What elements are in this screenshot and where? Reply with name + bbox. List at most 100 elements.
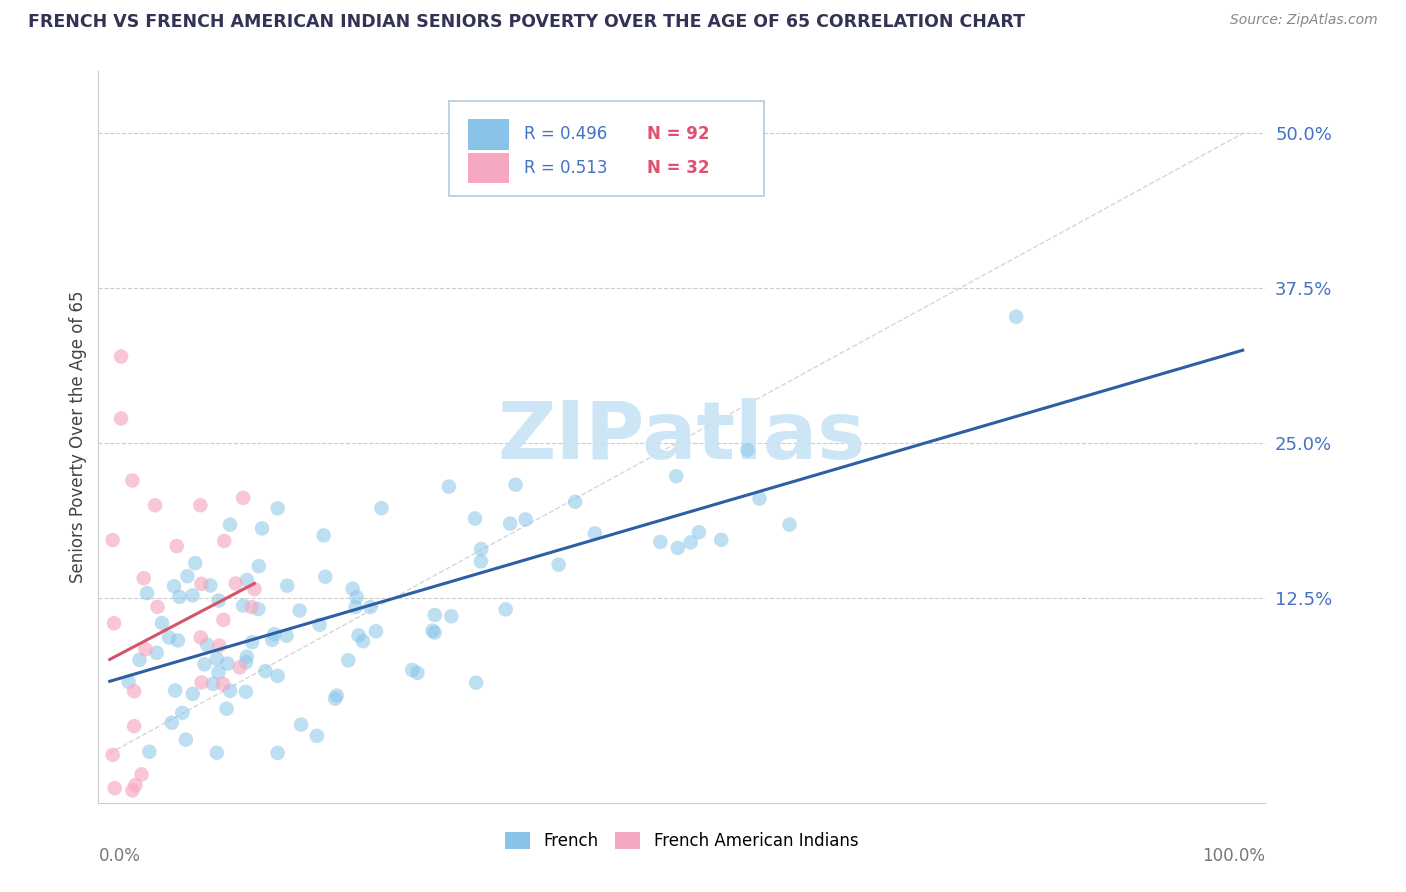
Point: [163, 579, 186, 593]
Point: [136, 586, 159, 600]
Point: [1005, 310, 1028, 324]
Text: R = 0.513: R = 0.513: [524, 159, 607, 177]
Point: [288, 603, 311, 617]
Point: [679, 535, 702, 549]
Point: [263, 627, 285, 641]
Point: [276, 629, 298, 643]
Point: [200, 578, 222, 592]
Point: [121, 783, 143, 797]
Point: [232, 599, 254, 613]
Point: [748, 491, 770, 506]
Point: [305, 729, 328, 743]
Text: N = 32: N = 32: [647, 159, 710, 177]
Point: [165, 683, 187, 698]
Point: [364, 624, 387, 639]
Point: [128, 653, 150, 667]
Point: [465, 675, 488, 690]
Text: 100.0%: 100.0%: [1202, 847, 1265, 864]
Point: [190, 498, 212, 512]
Point: [346, 591, 368, 605]
Point: [167, 633, 190, 648]
Point: [401, 663, 423, 677]
Point: [344, 600, 367, 615]
Text: Source: ZipAtlas.com: Source: ZipAtlas.com: [1230, 13, 1378, 28]
Text: N = 92: N = 92: [647, 125, 710, 144]
Point: [323, 691, 346, 706]
Point: [104, 781, 127, 796]
Point: [352, 634, 374, 648]
Point: [212, 613, 235, 627]
Point: [495, 602, 517, 616]
Point: [266, 669, 288, 683]
Point: [146, 646, 169, 660]
Point: [505, 477, 527, 491]
Legend: French, French American Indians: French, French American Indians: [499, 825, 865, 856]
Point: [312, 528, 335, 542]
Point: [290, 717, 312, 731]
Point: [423, 625, 446, 640]
Point: [666, 541, 689, 555]
Point: [254, 664, 277, 678]
Point: [423, 607, 446, 622]
Point: [207, 665, 229, 680]
Point: [440, 609, 463, 624]
Point: [710, 533, 733, 547]
Point: [236, 649, 259, 664]
Point: [138, 745, 160, 759]
Point: [225, 576, 247, 591]
Point: [347, 628, 370, 642]
Point: [190, 631, 212, 645]
Point: [370, 501, 392, 516]
Point: [117, 674, 139, 689]
Point: [205, 652, 228, 666]
Y-axis label: Seniors Poverty Over the Age of 65: Seniors Poverty Over the Age of 65: [69, 291, 87, 583]
Point: [157, 631, 180, 645]
Point: [314, 570, 336, 584]
Point: [160, 715, 183, 730]
Point: [205, 746, 228, 760]
Point: [212, 677, 235, 691]
Point: [515, 512, 537, 526]
Point: [174, 732, 197, 747]
Point: [150, 615, 173, 630]
Point: [101, 808, 124, 822]
Point: [499, 516, 522, 531]
Point: [250, 521, 273, 535]
Point: [229, 660, 252, 674]
Point: [190, 577, 212, 591]
Point: [240, 600, 263, 615]
Point: [122, 719, 145, 733]
Point: [232, 491, 254, 505]
Point: [208, 639, 231, 653]
Point: [267, 501, 290, 516]
Point: [564, 495, 586, 509]
Point: [650, 535, 672, 549]
Point: [166, 539, 188, 553]
Point: [266, 746, 288, 760]
Point: [437, 479, 460, 493]
Point: [308, 617, 330, 632]
Point: [779, 517, 801, 532]
Point: [243, 582, 266, 597]
Point: [406, 665, 429, 680]
FancyBboxPatch shape: [468, 153, 509, 183]
Point: [235, 685, 257, 699]
Point: [143, 498, 166, 512]
Point: [262, 632, 284, 647]
Point: [688, 525, 710, 540]
Point: [122, 684, 145, 698]
Point: [422, 624, 444, 638]
Point: [236, 573, 259, 587]
Point: [247, 602, 270, 616]
Point: [103, 616, 125, 631]
Point: [101, 533, 124, 547]
Point: [583, 526, 606, 541]
Point: [146, 599, 169, 614]
Point: [342, 582, 364, 596]
Point: [219, 517, 242, 532]
Point: [737, 442, 759, 457]
Text: FRENCH VS FRENCH AMERICAN INDIAN SENIORS POVERTY OVER THE AGE OF 65 CORRELATION : FRENCH VS FRENCH AMERICAN INDIAN SENIORS…: [28, 13, 1025, 31]
Point: [101, 747, 124, 762]
Point: [193, 657, 215, 672]
FancyBboxPatch shape: [449, 101, 763, 195]
